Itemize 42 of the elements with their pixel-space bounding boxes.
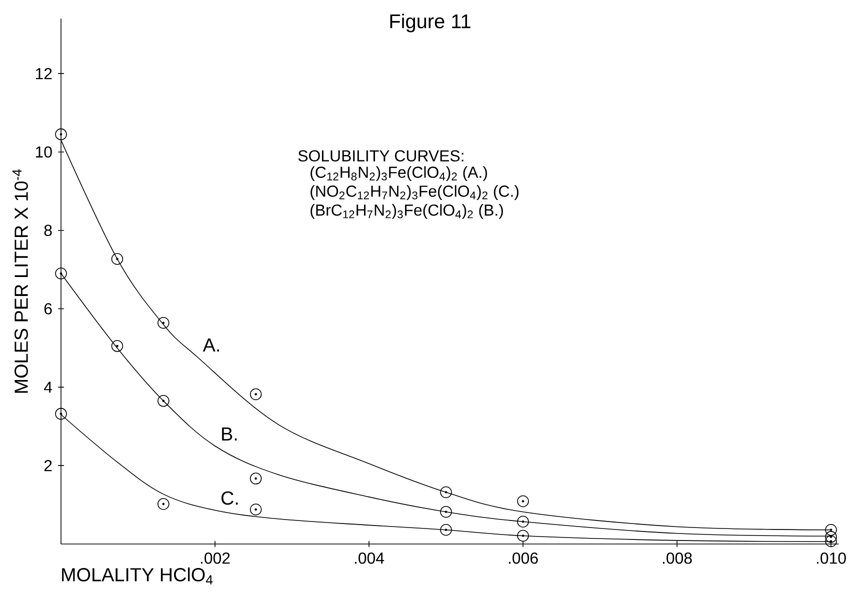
y-axis-title: MOLES PER LITER X 10$^{-4}$ <box>12 169 28 393</box>
text: (C$_{12}$H$_{8}$N$_{2}$)$_{3}$Fe(ClO$_{4}$)$_{2}$ (A.) <box>310 166 487 182</box>
x-tick-label: .008 <box>662 552 692 564</box>
point <box>440 486 452 498</box>
point <box>60 412 62 416</box>
y-tick-label: 4 <box>44 382 52 393</box>
point <box>158 316 170 329</box>
point <box>55 408 67 420</box>
annotation: SOLUBILITY CURVES: <box>298 150 464 162</box>
series-label: A. <box>202 338 219 352</box>
point <box>111 340 124 352</box>
text: (BrC$_{12}$H$_{7}$N$_{2}$)$_{3}$Fe(ClO$_{4}$)$_{2}$ (B.) <box>310 204 503 219</box>
point <box>250 472 262 484</box>
x-tick-label: .006 <box>508 552 538 564</box>
y-tick-label: 12 <box>36 68 52 80</box>
series-label: B. <box>222 427 237 440</box>
point <box>111 253 124 265</box>
point <box>158 498 170 510</box>
point <box>250 388 262 400</box>
x-tick-label: .002 <box>200 552 230 564</box>
series-label: C. <box>221 491 238 505</box>
point <box>250 504 262 516</box>
x-tick-label: .010 <box>816 552 846 564</box>
y-tick-label: 2 <box>44 460 52 472</box>
point <box>440 506 452 518</box>
x-axis-title: MOLALITY HClO$_{4}$ <box>62 567 213 584</box>
y-tick-label: 10 <box>36 146 52 158</box>
text: (NO$_{2}$C$_{12}$H$_{7}$N$_{2}$)$_{3}$Fe(ClO$_{4}$)$_{2}$ (C.) <box>310 185 518 200</box>
point <box>517 530 529 542</box>
point <box>55 268 67 280</box>
point <box>440 524 452 536</box>
point <box>825 531 837 543</box>
point <box>517 495 529 508</box>
point <box>517 516 529 528</box>
point <box>55 128 67 140</box>
y-tick-label: 8 <box>44 224 52 236</box>
chart-title: Figure 11 <box>390 14 470 32</box>
y-tick-label: 6 <box>44 303 52 314</box>
point <box>825 524 837 536</box>
point <box>825 535 837 548</box>
x-tick-label: .004 <box>354 552 384 564</box>
point <box>158 395 170 407</box>
